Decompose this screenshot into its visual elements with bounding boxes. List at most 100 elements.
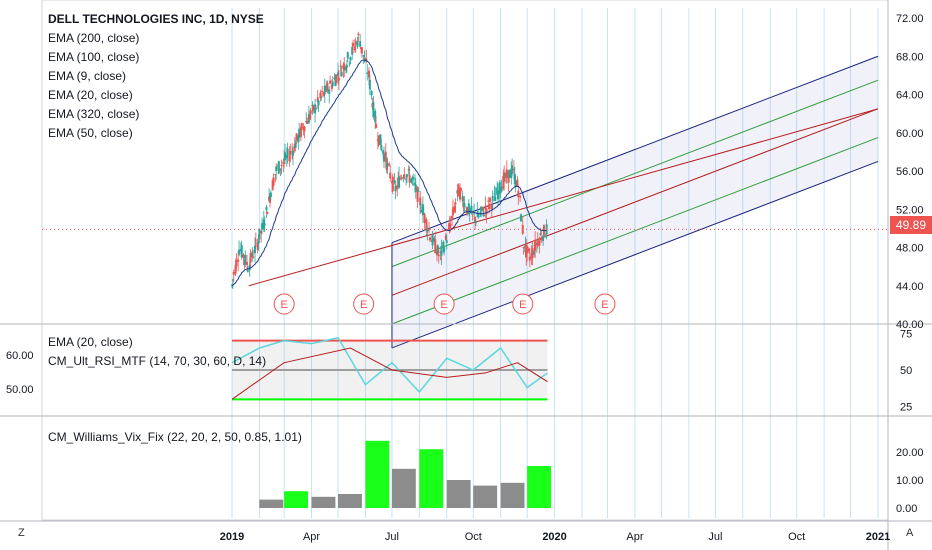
vix-bar <box>391 468 416 508</box>
candle-body <box>522 246 525 249</box>
legend-ema-9[interactable]: EMA (9, close) <box>48 69 127 83</box>
candle-body <box>425 219 428 230</box>
candle-body <box>516 179 519 187</box>
candle-body <box>308 115 311 120</box>
candle-body <box>477 215 480 218</box>
candle-body <box>248 264 251 271</box>
vix-legend: CM_Williams_Vix_Fix (22, 20, 2, 50, 0.85… <box>48 428 302 447</box>
vix-bar <box>500 482 525 508</box>
candle-body <box>393 180 396 183</box>
candle-body <box>517 190 520 198</box>
candle-body <box>466 207 469 215</box>
candle-body <box>300 123 303 129</box>
legend-rsi-ema[interactable]: EMA (20, close) <box>48 335 133 349</box>
candle-body <box>488 205 491 210</box>
candle-body <box>383 153 385 162</box>
candle-body <box>329 80 332 84</box>
vix-tick-label: 10.00 <box>896 475 924 487</box>
candle-body <box>349 57 352 61</box>
candle-body <box>405 174 408 178</box>
pitchfork <box>248 55 879 349</box>
rsi-left-label: 60.00 <box>6 350 34 362</box>
candle-body <box>265 206 268 211</box>
earnings-marker[interactable] <box>353 293 375 315</box>
rsi-tick-label: 25 <box>900 402 912 414</box>
candle-body <box>413 182 416 186</box>
candle-body <box>348 62 351 64</box>
candle-body <box>497 190 499 200</box>
rsi-series-line <box>231 336 548 394</box>
price-tick-label: 72.00 <box>896 13 924 25</box>
chart-title: DELL TECHNOLOGIES INC, 1D, NYSE <box>48 12 264 26</box>
legend-rsi[interactable]: CM_Ult_RSI_MTF (14, 70, 30, 60, D, 14) <box>48 354 267 368</box>
legend-vix[interactable]: CM_Williams_Vix_Fix (22, 20, 2, 50, 0.85… <box>48 430 302 444</box>
candle-body <box>294 142 297 148</box>
candle-body <box>451 207 454 216</box>
zoom-toggle[interactable]: Z <box>18 527 25 539</box>
earnings-marker[interactable] <box>433 293 455 315</box>
pitchfork-line <box>391 108 879 296</box>
candle-body <box>408 175 411 183</box>
rsi-left-label: 50.00 <box>6 384 34 396</box>
candle-body <box>242 254 245 258</box>
earnings-marker[interactable] <box>273 293 295 315</box>
candle-body <box>312 105 315 112</box>
candle-body <box>513 173 516 184</box>
candle-body <box>362 54 365 57</box>
time-tick-label: Jul <box>385 531 399 543</box>
legend-ema-320[interactable]: EMA (320, close) <box>48 107 140 121</box>
candle-body <box>519 214 522 222</box>
earnings-marker[interactable] <box>594 293 616 315</box>
candle-body <box>451 216 454 219</box>
legend-ema-20[interactable]: EMA (20, close) <box>48 88 133 102</box>
vix-bar <box>284 491 308 508</box>
price-tick-label: 48.00 <box>896 243 924 255</box>
candle-body <box>354 41 357 45</box>
candle-body <box>489 197 492 202</box>
candle-body <box>258 228 261 240</box>
auto-scale-toggle[interactable]: A <box>906 527 914 539</box>
candle-body <box>540 238 543 241</box>
price-tick-label: 64.00 <box>896 90 924 102</box>
vix-bar <box>473 485 498 508</box>
last-price-badge: 49.89 <box>890 216 932 234</box>
candle-body <box>340 71 343 77</box>
candle-body <box>474 217 477 222</box>
candle-body <box>436 245 439 254</box>
candle-body <box>494 196 497 201</box>
candle-body <box>343 63 346 71</box>
candle-body <box>375 124 378 128</box>
candle-body <box>345 64 348 68</box>
earnings-marker[interactable] <box>512 293 534 315</box>
candle-body <box>459 188 462 192</box>
candle-body <box>320 96 323 98</box>
candle-body <box>470 205 473 214</box>
rsi-series-line <box>231 347 548 400</box>
candle-body <box>285 154 288 158</box>
legend-ema-100[interactable]: EMA (100, close) <box>48 50 140 64</box>
candle-body <box>468 208 471 213</box>
candle-body <box>330 84 333 89</box>
candle-body <box>499 190 502 194</box>
candle-body <box>261 223 264 230</box>
candle-body <box>422 213 425 215</box>
candle-body <box>297 135 300 143</box>
candle-body <box>400 177 403 179</box>
legend-ema-50[interactable]: EMA (50, close) <box>48 126 133 140</box>
candle-body <box>519 195 522 198</box>
candle-body <box>476 211 479 218</box>
candle-body <box>335 74 338 83</box>
candle-body <box>505 169 508 179</box>
legend-ema-200[interactable]: EMA (200, close) <box>48 31 140 45</box>
candle-body <box>289 150 292 155</box>
candle-body <box>482 214 485 217</box>
candle-body <box>440 245 443 256</box>
time-tick-label: 2020 <box>542 531 566 543</box>
candle-body <box>303 126 306 132</box>
candle-body <box>232 272 235 275</box>
earnings-label: E <box>360 299 367 311</box>
candle-body <box>319 92 322 99</box>
candle-body <box>426 228 429 232</box>
